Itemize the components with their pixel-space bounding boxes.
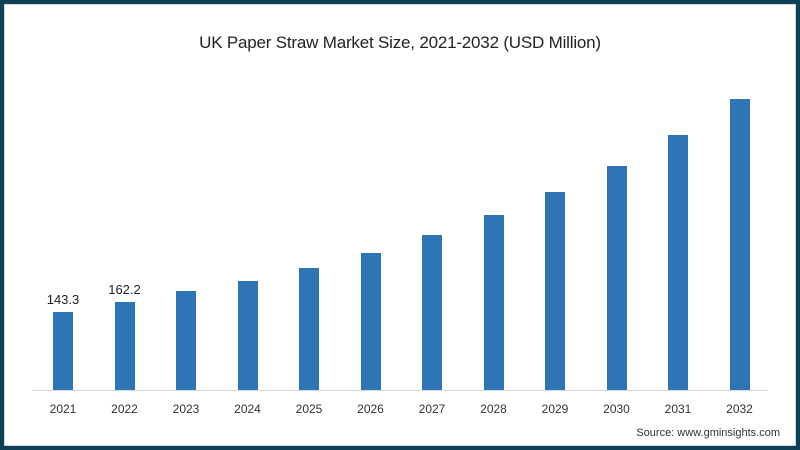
- x-tick-label: 2024: [234, 402, 261, 416]
- data-label: 162.2: [108, 281, 141, 297]
- x-tick-label: 2026: [357, 402, 384, 416]
- x-tick-label: 2027: [418, 402, 446, 416]
- x-tick-label: 2023: [172, 402, 200, 416]
- x-tick-label: 2030: [603, 402, 630, 416]
- x-axis-line: [32, 390, 768, 391]
- x-tick-label: 2021: [49, 402, 77, 416]
- bar-2031: [668, 134, 688, 390]
- source-note: Source: www.gminsights.com: [636, 427, 780, 439]
- bar-2030: [606, 165, 627, 390]
- bar-2029: [545, 192, 565, 390]
- chart-title: UK Paper Straw Market Size, 2021-2032 (U…: [199, 33, 601, 52]
- chart-panel: [4, 4, 796, 446]
- x-tick-label: 2028: [480, 402, 507, 416]
- x-tick-label: 2029: [541, 402, 569, 416]
- x-tick-label: 2032: [726, 402, 753, 416]
- x-tick-label: 2025: [295, 402, 323, 416]
- bar-2023: [176, 291, 196, 390]
- x-tick-label: 2031: [664, 402, 692, 416]
- bar-2027: [422, 234, 442, 390]
- bar-2026: [360, 252, 381, 390]
- bar-2028: [483, 214, 504, 390]
- bar-2032: [729, 99, 750, 390]
- data-label: 143.3: [46, 292, 80, 308]
- x-tick-label: 2022: [111, 402, 138, 416]
- bar-2024: [237, 281, 258, 390]
- bar-2022: [114, 301, 135, 390]
- bar-2021: [53, 312, 73, 390]
- bar-2025: [299, 268, 319, 390]
